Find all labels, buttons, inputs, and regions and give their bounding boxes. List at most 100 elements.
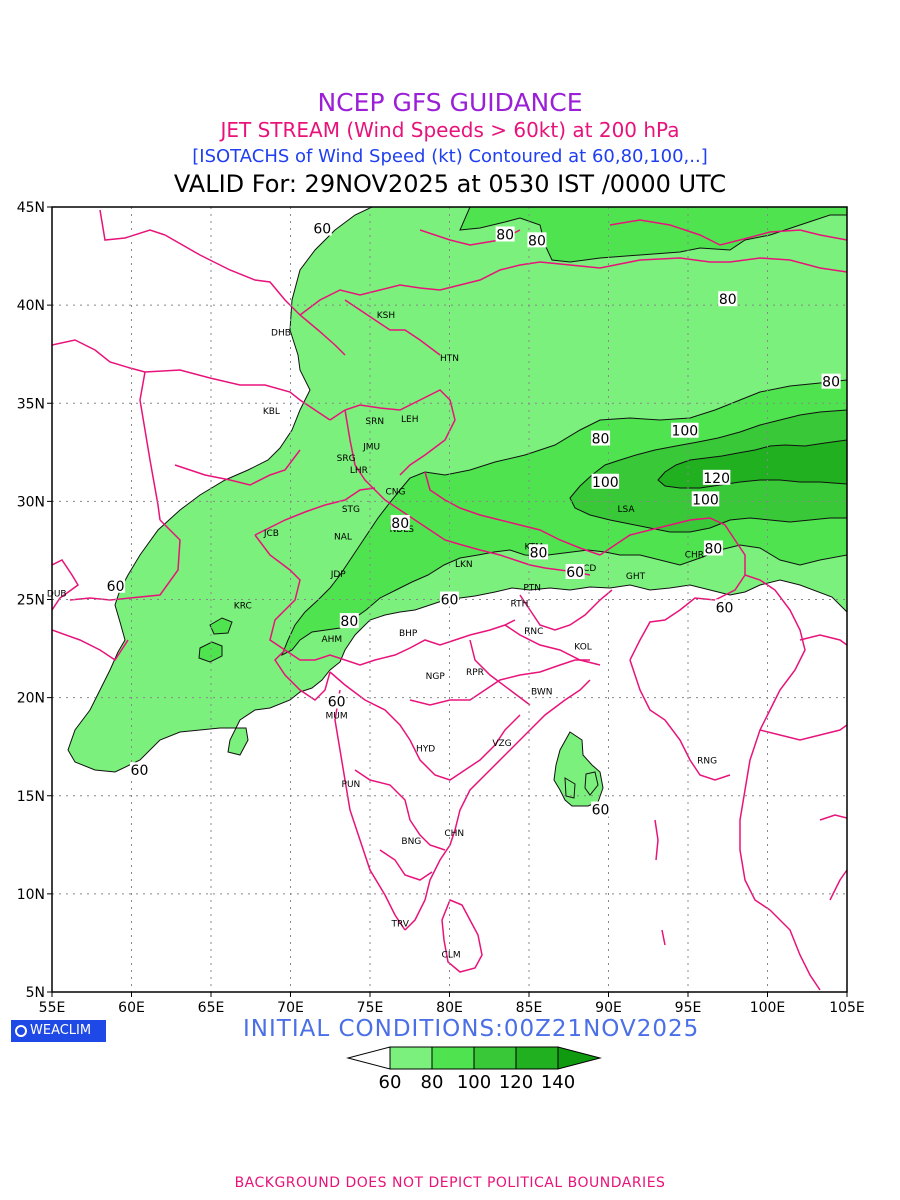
colorbar-swatch (515, 1046, 559, 1070)
contour-label-bg (312, 220, 332, 236)
city-label-krc: KRC (234, 601, 252, 611)
colorbar-label: 120 (499, 1072, 533, 1093)
city-label-srn: SRN (365, 417, 384, 427)
contour-label-bg (591, 473, 620, 489)
valid-time-title: VALID For: 29NOV2025 at 0530 IST /0000 U… (173, 170, 727, 198)
city-label-lkn: LKN (455, 560, 473, 570)
city-label-trv: TRV (390, 919, 409, 929)
longitude-ticks: 55E 60E 65E 70E 75E 80E 85E 90E 95E 100E 105E (39, 992, 865, 1016)
city-label-pun: PUN (342, 780, 361, 790)
lon-tick-label: 100E (750, 1000, 786, 1016)
contour-label: 80 (340, 614, 358, 630)
colorbar-label: 60 (379, 1072, 402, 1093)
city-label-ght: GHT (626, 572, 646, 582)
weaclim-logo-text: WEACLIM (30, 1023, 92, 1038)
colorbar-swatch (473, 1046, 517, 1070)
lon-tick-label: 80E (436, 1000, 463, 1016)
lat-tick-label: 5N (26, 985, 45, 1001)
contour-label-bg (691, 491, 720, 507)
isotach-80-blob-west (198, 641, 223, 663)
city-label-rnc: RNC (524, 627, 543, 637)
city-label-htn: HTN (440, 354, 459, 364)
city-label-chr: CHR (685, 550, 704, 560)
city-label-jcb: JCB (263, 529, 279, 539)
city-label-bwn: BWN (531, 688, 553, 698)
lat-tick-label: 45N (17, 200, 45, 216)
isotach-60-bay-island (553, 731, 604, 807)
isotach-bay-inner-2 (564, 777, 576, 799)
lat-tick-label: 35N (17, 396, 45, 412)
city-label-kol: KOL (574, 643, 592, 653)
colorbar: 60 80 100 120 140 (346, 1046, 602, 1093)
city-label-mum: MUM (326, 711, 348, 721)
city-labels: DHBKSHHTNKBLSRNLEHJMUSRGLHRCNGSTGNDLSJCB… (47, 311, 717, 961)
contour-label-bg (440, 591, 459, 607)
contour-label-bg (702, 469, 731, 485)
city-label-chn: CHN (444, 829, 464, 839)
city-label-ksh: KSH (377, 311, 395, 321)
lon-tick-label: 70E (277, 1000, 304, 1016)
contour-label-bg (327, 693, 347, 709)
contour-label: 80 (528, 233, 546, 249)
city-label-leh: LEH (401, 415, 418, 425)
contour-label-bg (671, 422, 699, 438)
city-label-gcd: GCD (576, 564, 596, 574)
city-label-kbl: KBL (263, 407, 280, 417)
isotach-80-blob-west-2 (209, 617, 233, 635)
city-label-bng: BNG (401, 837, 421, 847)
isotach-80-north (459, 207, 847, 263)
footer-disclaimer: BACKGROUND DOES NOT DEPICT POLITICAL BOU… (234, 1175, 666, 1191)
colorbar-label: 140 (541, 1072, 575, 1093)
lat-tick-label: 40N (17, 298, 45, 314)
city-label-lhr: LHR (350, 466, 368, 476)
lon-tick-label: 90E (595, 1000, 622, 1016)
contour-label-bg (390, 514, 410, 530)
contour-label-bg (129, 762, 149, 778)
contour-label: 60 (313, 222, 331, 238)
boundaries (52, 209, 847, 991)
contour-label: 60 (441, 593, 459, 609)
lon-tick-label: 85E (516, 1000, 543, 1016)
contour-label: 80 (391, 516, 409, 532)
lat-tick-label: 20N (17, 691, 45, 707)
contour-label-bg (821, 373, 841, 389)
lon-tick-label: 55E (39, 1000, 66, 1016)
contour-label-bg (527, 232, 547, 248)
lon-tick-label: 105E (829, 1000, 865, 1016)
contour-label: 60 (716, 600, 734, 616)
isotach-bay-inner (584, 771, 599, 796)
contour-label-bg (591, 430, 611, 446)
contour-label-bg (703, 540, 723, 556)
city-label-ahm: AHM (321, 635, 342, 645)
city-label-ptn: PTN (523, 584, 541, 594)
contour-label-bg (339, 613, 359, 629)
contour-label-bg (715, 599, 735, 615)
weaclim-logo-icon (15, 1025, 27, 1037)
contour-label: 100 (671, 424, 698, 440)
city-label-rng: RNG (697, 756, 717, 766)
lat-tick-label: 10N (17, 887, 45, 903)
contour-label: 120 (703, 471, 730, 487)
contour-label-bg (591, 801, 611, 817)
latitude-ticks: 45N 40N 35N 30N 25N 20N 15N 10N 5N (17, 200, 52, 1001)
city-label-hyd: HYD (416, 745, 435, 755)
contour-label-bg (106, 577, 126, 593)
city-label-stg: STG (342, 505, 360, 515)
contour-label: 60 (131, 763, 149, 779)
title-line-1: NCEP GFS GUIDANCE (317, 88, 583, 117)
contour-label: 100 (692, 492, 719, 508)
contour-label-bg (529, 544, 549, 560)
weaclim-logo: WEACLIM (11, 1020, 106, 1042)
contour-label-bg (495, 226, 515, 242)
contour-label: 80 (705, 541, 723, 557)
city-label-vzg: VZG (492, 739, 511, 749)
colorbar-swatch (431, 1046, 475, 1070)
city-label-srg: SRG (337, 454, 356, 464)
contour-label: 80 (719, 292, 737, 308)
colorbar-label: 80 (421, 1072, 444, 1093)
colorbar-label: 100 (457, 1072, 491, 1093)
city-label-lsa: LSA (617, 505, 635, 515)
contour-label-bg (565, 564, 585, 580)
city-label-clm: CLM (442, 951, 461, 961)
title-line-3: [ISOTACHS of Wind Speed (kt) Contoured a… (192, 146, 708, 167)
